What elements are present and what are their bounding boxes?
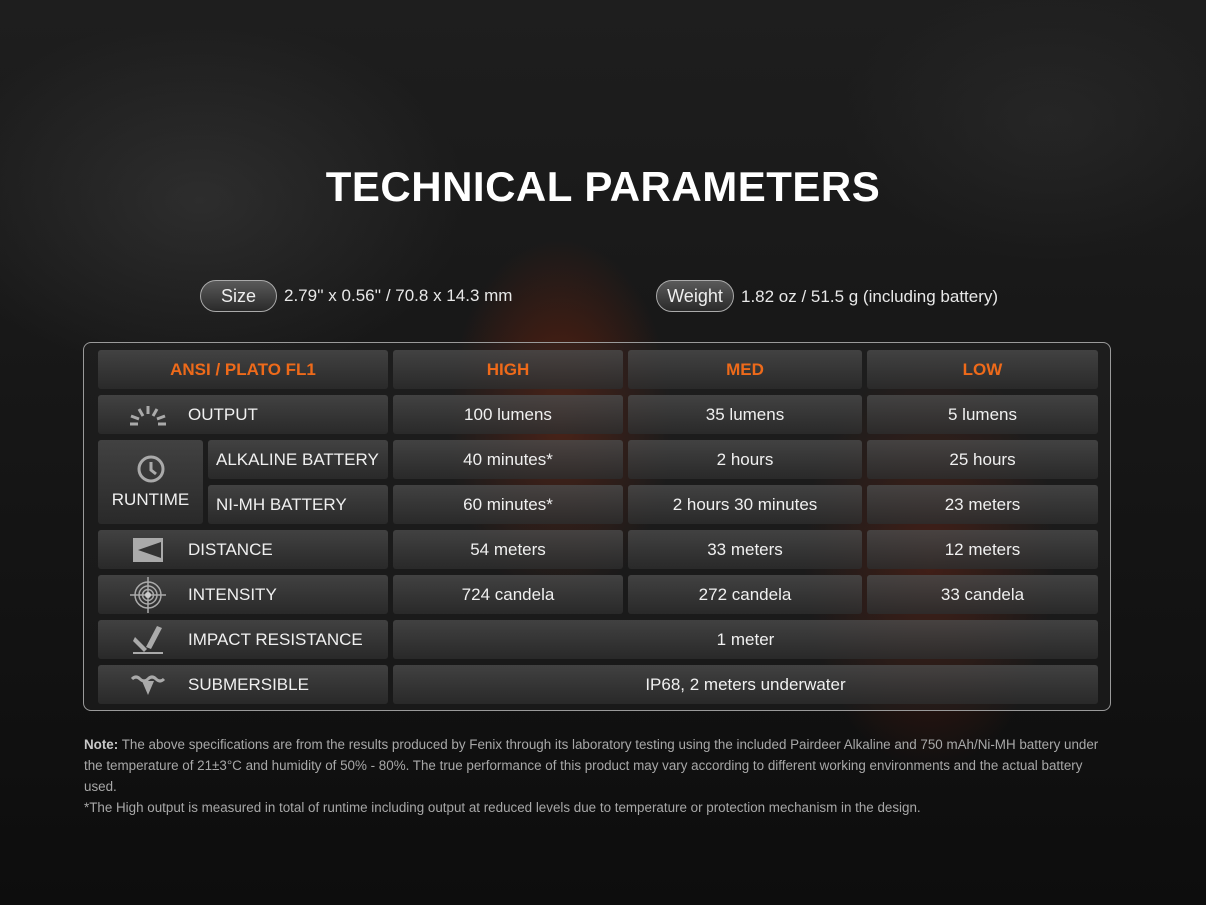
- row-label-impact: IMPACT RESISTANCE: [98, 620, 388, 659]
- header-med: MED: [628, 350, 862, 389]
- alkaline-low: 25 hours: [867, 440, 1098, 479]
- row-label-intensity: INTENSITY: [98, 575, 388, 614]
- target-icon: [126, 576, 170, 613]
- header-standard: ANSI / PLATO FL1: [98, 350, 388, 389]
- note-prefix: Note:: [84, 737, 119, 752]
- distance-med: 33 meters: [628, 530, 862, 569]
- size-badge: Size: [200, 280, 277, 312]
- alkaline-label: ALKALINE BATTERY: [208, 440, 388, 479]
- intensity-label: INTENSITY: [188, 584, 277, 604]
- row-label-submersible: SUBMERSIBLE: [98, 665, 388, 704]
- impact-label: IMPACT RESISTANCE: [188, 629, 363, 649]
- impact-value: 1 meter: [393, 620, 1098, 659]
- nimh-low: 23 meters: [867, 485, 1098, 524]
- row-label-output: OUTPUT: [98, 395, 388, 434]
- row-label-runtime: RUNTIME: [98, 440, 203, 524]
- alkaline-med: 2 hours: [628, 440, 862, 479]
- intensity-low: 33 candela: [867, 575, 1098, 614]
- row-label-distance: DISTANCE: [98, 530, 388, 569]
- submersible-label: SUBMERSIBLE: [188, 674, 309, 694]
- output-med: 35 lumens: [628, 395, 862, 434]
- alkaline-high: 40 minutes*: [393, 440, 623, 479]
- intensity-high: 724 candela: [393, 575, 623, 614]
- sunburst-icon: [126, 401, 170, 429]
- header-low: LOW: [867, 350, 1098, 389]
- size-value: 2.79'' x 0.56'' / 70.8 x 14.3 mm: [284, 286, 513, 305]
- header-high: HIGH: [393, 350, 623, 389]
- weight-badge: Weight: [656, 280, 734, 312]
- distance-low: 12 meters: [867, 530, 1098, 569]
- impact-icon: [126, 625, 170, 654]
- nimh-label: NI-MH BATTERY: [208, 485, 388, 524]
- note-text: The above specifications are from the re…: [84, 737, 1099, 794]
- submersible-value: IP68, 2 meters underwater: [393, 665, 1098, 704]
- output-high: 100 lumens: [393, 395, 623, 434]
- spec-table: ANSI / PLATO FL1 HIGH MED LOW OUTPUT 100…: [98, 350, 1098, 704]
- runtime-label: RUNTIME: [111, 490, 190, 509]
- clock-icon: [137, 455, 164, 483]
- intensity-med: 272 candela: [628, 575, 862, 614]
- distance-high: 54 meters: [393, 530, 623, 569]
- water-icon: [126, 671, 170, 699]
- note-footnote: *The High output is measured in total of…: [84, 800, 921, 815]
- output-low: 5 lumens: [867, 395, 1098, 434]
- nimh-high: 60 minutes*: [393, 485, 623, 524]
- footnote: Note: The above specifications are from …: [84, 734, 1114, 818]
- nimh-med: 2 hours 30 minutes: [628, 485, 862, 524]
- output-label: OUTPUT: [188, 404, 258, 424]
- beam-distance-icon: [126, 536, 170, 564]
- distance-label: DISTANCE: [188, 539, 273, 559]
- weight-value: 1.82 oz / 51.5 g (including battery): [741, 287, 999, 306]
- page-title: TECHNICAL PARAMETERS: [325, 163, 881, 210]
